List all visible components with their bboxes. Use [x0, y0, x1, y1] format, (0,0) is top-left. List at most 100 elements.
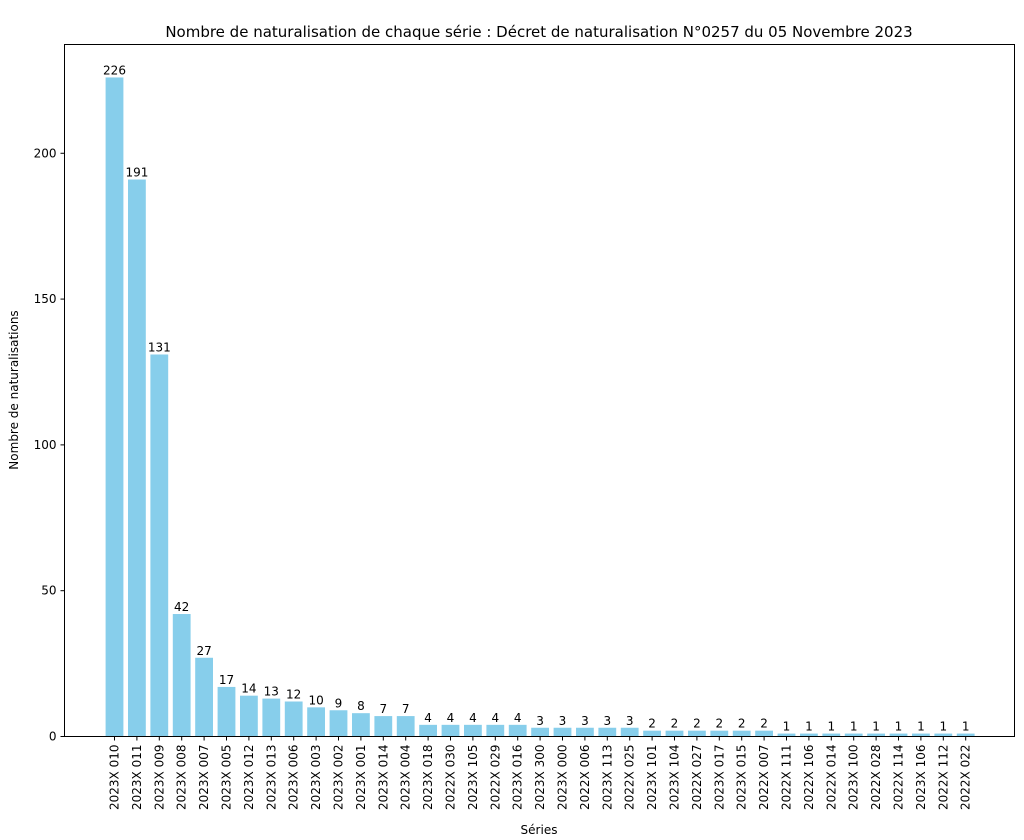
x-tick-label: 2022X 022	[959, 745, 973, 810]
x-tick-label: 2023X 005	[220, 745, 234, 810]
bar	[240, 695, 258, 737]
x-tick-label: 2023X 000	[556, 745, 570, 810]
bar	[508, 724, 527, 737]
x-tick-label: 2023X 014	[376, 745, 390, 810]
bar	[777, 733, 796, 737]
bar-value-label: 1	[872, 720, 880, 734]
bar-value-label: 131	[148, 340, 171, 354]
bar-value-label: 17	[219, 673, 234, 687]
x-tick-label: 2023X 016	[511, 745, 525, 810]
bar	[598, 727, 617, 737]
x-tick-label: 2023X 006	[287, 745, 301, 810]
x-tick-label: 2023X 002	[332, 745, 346, 810]
bar-value-label: 2	[715, 717, 723, 731]
bar	[419, 724, 437, 737]
y-tick-label: 0	[49, 730, 57, 744]
bar	[934, 733, 953, 737]
bar-value-label: 1	[805, 720, 813, 734]
bar-value-label: 3	[603, 714, 611, 728]
x-tick-label: 2022X 027	[690, 745, 704, 810]
bar	[150, 354, 169, 737]
y-tick-label: 150	[34, 292, 57, 306]
bar-value-label: 13	[264, 685, 279, 699]
x-tick-label: 2022X 028	[869, 745, 883, 810]
bar-value-label: 1	[827, 720, 835, 734]
bar	[889, 733, 908, 737]
bar-value-label: 1	[962, 720, 970, 734]
x-tick-label: 2022X 111	[780, 745, 794, 810]
x-tick-label: 2023X 300	[533, 745, 547, 810]
bar	[329, 710, 348, 737]
bar	[822, 733, 841, 737]
bar-value-label: 1	[895, 720, 903, 734]
bar	[128, 179, 146, 737]
x-tick-label: 2023X 010	[108, 745, 122, 810]
bars-group	[105, 77, 975, 737]
bar-value-label: 3	[536, 714, 544, 728]
x-tick-label: 2022X 029	[488, 745, 502, 810]
bar	[800, 733, 818, 737]
bar-value-label: 42	[174, 600, 189, 614]
y-tick-label: 100	[34, 438, 57, 452]
bar	[755, 730, 773, 737]
bar	[464, 724, 482, 737]
bar	[643, 730, 661, 737]
bar	[576, 727, 594, 737]
bar-value-label: 27	[196, 644, 211, 658]
x-tick-label: 2023X 012	[242, 745, 256, 810]
bar	[172, 614, 191, 737]
bar-value-label: 12	[286, 688, 301, 702]
x-tick-label: 2022X 025	[623, 745, 637, 810]
x-tick-label: 2023X 104	[668, 745, 682, 810]
bar	[105, 77, 124, 737]
x-tick-label: 2023X 101	[645, 745, 659, 810]
bar	[732, 730, 751, 737]
x-tick-label: 2023X 113	[600, 745, 614, 810]
bar-value-label: 4	[491, 711, 499, 725]
y-tick-label: 200	[34, 146, 57, 160]
bar-value-label: 1	[939, 720, 947, 734]
x-tick-label: 2023X 001	[354, 745, 368, 810]
bar-value-label: 14	[241, 682, 256, 696]
x-tick-label: 2023X 008	[175, 745, 189, 810]
x-tick-label: 2023X 013	[264, 745, 278, 810]
x-tick-label: 2022X 114	[892, 745, 906, 810]
bar	[195, 657, 213, 737]
x-tick-label: 2022X 030	[444, 745, 458, 810]
bar	[956, 733, 975, 737]
bar-value-label: 3	[559, 714, 567, 728]
x-tick-label: 2023X 003	[309, 745, 323, 810]
bar	[374, 716, 393, 737]
bar-value-label: 2	[738, 717, 746, 731]
x-tick-label: 2023X 106	[914, 745, 928, 810]
bar-value-label: 8	[357, 699, 365, 713]
x-tick-label: 2023X 017	[712, 745, 726, 810]
bar	[665, 730, 684, 737]
bar	[912, 733, 930, 737]
x-tick-label: 2022X 112	[936, 745, 950, 810]
bar	[620, 727, 639, 737]
bar	[284, 701, 303, 737]
bar-value-label: 9	[335, 696, 343, 710]
x-tick-label: 2023X 004	[399, 745, 413, 810]
bar-value-label: 1	[783, 720, 791, 734]
bar-value-label: 4	[469, 711, 477, 725]
y-tick-label: 50	[41, 584, 56, 598]
x-axis-ticks: 2023X 010 2023X 011 2023X 009 2023X 008 2023…	[108, 736, 973, 810]
bar-value-label: 3	[581, 714, 589, 728]
bar	[867, 733, 885, 737]
bar	[531, 727, 549, 737]
bar	[217, 686, 236, 737]
bar-value-label: 7	[379, 702, 387, 716]
x-tick-label: 2022X 007	[757, 745, 771, 810]
x-tick-label: 2022X 106	[802, 745, 816, 810]
bar	[486, 724, 505, 737]
bar	[307, 707, 325, 737]
bar	[688, 730, 706, 737]
bar-value-label: 2	[671, 717, 679, 731]
chart-title: Nombre de naturalisation de chaque série…	[165, 23, 912, 41]
bar-value-label: 2	[760, 717, 768, 731]
